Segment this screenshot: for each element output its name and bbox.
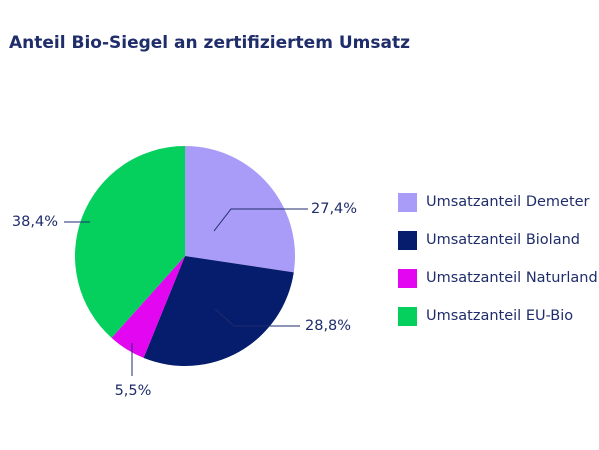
- legend-swatch: [398, 307, 417, 326]
- chart-title: Anteil Bio-Siegel an zertifiziertem Umsa…: [9, 33, 410, 53]
- slice-value-label-1: 27,4%: [311, 201, 357, 217]
- legend-swatch: [398, 231, 417, 250]
- legend-label: Umsatzanteil EU-Bio: [426, 308, 574, 324]
- slice-value-label-3: 5,5%: [115, 383, 152, 399]
- leader-line-1: [213, 208, 308, 232]
- legend-swatch: [398, 269, 417, 288]
- leader-line-2: [214, 308, 300, 327]
- pie-slice-3: [111, 256, 185, 358]
- legend-label: Umsatzanteil Bioland: [426, 232, 580, 248]
- pie-slice-2: [143, 256, 294, 366]
- legend-swatch: [398, 193, 417, 212]
- legend-label: Umsatzanteil Demeter: [426, 194, 590, 210]
- slice-value-label-4: 38,4%: [12, 214, 58, 230]
- legend-label: Umsatzanteil Naturland: [426, 270, 598, 286]
- slice-value-label-2: 28,8%: [305, 318, 351, 334]
- pie-slice-4: [74, 146, 185, 338]
